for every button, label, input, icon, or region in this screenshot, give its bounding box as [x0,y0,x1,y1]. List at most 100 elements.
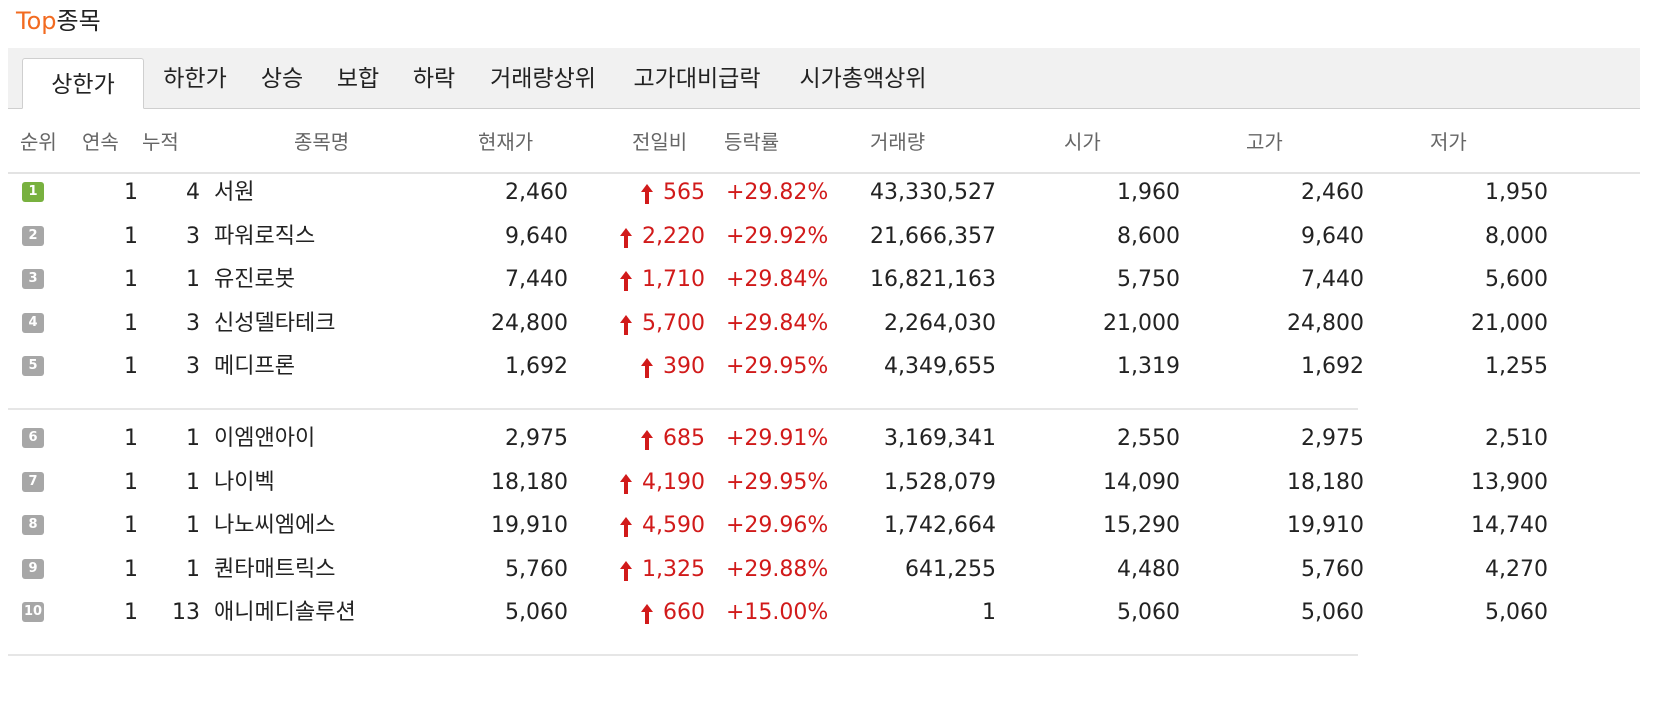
col-cumulative[interactable]: 누적 [142,130,179,154]
cell-high: 7,440 [1301,267,1364,292]
col-rank[interactable]: 순위 [20,130,57,154]
cell-price: 9,640 [505,224,568,249]
cell-change: 1,710 [642,267,705,292]
table-row: 8 1 1 나노씨엠에스 19,910 4,590 +29.96% 1,742,664 15,2… [8,503,1640,549]
cell-volume: 1 [982,600,996,625]
up-arrow-icon [641,430,653,450]
tab-volume-top[interactable]: 거래량상위 [490,66,596,92]
cell-volume: 641,255 [905,557,996,582]
cell-streak: 1 [124,557,138,582]
tab-marketcap-top[interactable]: 시가총액상위 [799,66,927,92]
cell-low: 13,900 [1471,470,1548,495]
cell-high: 5,060 [1301,600,1364,625]
tab-high-drop[interactable]: 고가대비급락 [633,66,761,92]
cell-cumulative: 13 [172,600,200,625]
cell-open: 1,319 [1117,354,1180,379]
cell-streak: 1 [124,354,138,379]
cell-rate: +29.92% [726,224,829,249]
col-high[interactable]: 고가 [1246,130,1283,154]
table-row: 1 1 4 서원 2,460 565 +29.82% 43,330,527 1,960 2,460… [8,170,1640,216]
cell-streak: 1 [124,470,138,495]
cell-rate: +29.91% [726,426,829,451]
cell-price: 1,692 [505,354,568,379]
cell-low: 5,600 [1485,267,1548,292]
rank-badge-icon: 10 [22,602,44,622]
cell-rate: +29.84% [726,311,829,336]
cell-open: 2,550 [1117,426,1180,451]
cell-price: 19,910 [491,513,568,538]
up-arrow-icon [620,474,633,494]
section-title: Top종목 [16,6,101,36]
table-row: 7 1 1 나이벡 18,180 4,190 +29.95% 1,528,079 14,090 1… [8,460,1640,506]
col-price[interactable]: 현재가 [478,130,534,154]
rank-badge-icon: 1 [22,182,44,202]
col-name[interactable]: 종목명 [294,130,350,154]
cell-name[interactable]: 메디프론 [214,354,295,379]
cell-cumulative: 1 [186,557,200,582]
col-change[interactable]: 전일비 [632,130,688,154]
up-arrow-icon [641,184,653,204]
cell-cumulative: 1 [186,513,200,538]
cell-open: 4,480 [1117,557,1180,582]
cell-streak: 1 [124,513,138,538]
cell-cumulative: 3 [186,224,200,249]
table-row: 5 1 3 메디프론 1,692 390 +29.95% 4,349,655 1,319 1,69… [8,344,1640,390]
cell-low: 5,060 [1485,600,1548,625]
table-row: 3 1 1 유진로봇 7,440 1,710 +29.84% 16,821,163 5,750 7… [8,257,1640,303]
up-arrow-icon [620,561,633,581]
cell-name[interactable]: 유진로봇 [214,267,295,292]
cell-rate: +29.88% [726,557,829,582]
up-arrow-icon [620,228,633,248]
tab-flat[interactable]: 보합 [336,66,380,92]
cell-name[interactable]: 신성델타테크 [214,311,336,336]
col-low[interactable]: 저가 [1430,130,1467,154]
tab-fall[interactable]: 하락 [412,66,456,92]
cell-volume: 4,349,655 [884,354,996,379]
col-volume[interactable]: 거래량 [870,130,926,154]
rank-badge-icon: 4 [22,313,44,333]
cell-volume: 3,169,341 [884,426,996,451]
cell-price: 18,180 [491,470,568,495]
cell-high: 1,692 [1301,354,1364,379]
cell-name[interactable]: 애니메디솔루션 [214,600,356,625]
cell-name[interactable]: 퀀타매트릭스 [214,557,336,582]
rank-badge-icon: 8 [22,515,44,535]
cell-name[interactable]: 파워로직스 [214,224,316,249]
cell-name[interactable]: 이엠앤아이 [214,426,316,451]
cell-change: 4,590 [642,513,705,538]
cell-name[interactable]: 서원 [214,180,255,205]
up-arrow-icon [641,604,653,624]
table-row: 10 1 13 애니메디솔루션 5,060 660 +15.00% 1 5,060 5,060 5,… [8,590,1640,636]
up-arrow-icon [620,315,633,335]
cell-volume: 16,821,163 [870,267,996,292]
rank-badge-icon: 2 [22,226,44,246]
cell-price: 5,760 [505,557,568,582]
up-arrow-icon [620,271,633,291]
cell-high: 9,640 [1301,224,1364,249]
cell-change: 5,700 [642,311,705,336]
cell-streak: 1 [124,267,138,292]
cell-change: 660 [663,600,705,625]
cell-price: 2,975 [505,426,568,451]
section-title-rest: 종목 [56,7,101,35]
cell-cumulative: 3 [186,354,200,379]
cell-rate: +29.95% [726,354,829,379]
cell-change: 390 [663,354,705,379]
tab-rise[interactable]: 상승 [260,66,304,92]
cell-change: 565 [663,180,705,205]
tab-lower-limit[interactable]: 하한가 [163,66,227,92]
cell-price: 7,440 [505,267,568,292]
cell-low: 8,000 [1485,224,1548,249]
cell-high: 2,975 [1301,426,1364,451]
cell-change: 2,220 [642,224,705,249]
cell-name[interactable]: 나노씨엠에스 [214,513,336,538]
cell-volume: 1,742,664 [884,513,996,538]
cell-streak: 1 [124,426,138,451]
col-streak[interactable]: 연속 [82,130,119,154]
col-rate[interactable]: 등락률 [724,130,780,154]
cell-name[interactable]: 나이벡 [214,470,275,495]
tab-upper-limit[interactable]: 상한가 [22,58,144,109]
col-open[interactable]: 시가 [1064,130,1101,154]
cell-change: 1,325 [642,557,705,582]
cell-change: 4,190 [642,470,705,495]
